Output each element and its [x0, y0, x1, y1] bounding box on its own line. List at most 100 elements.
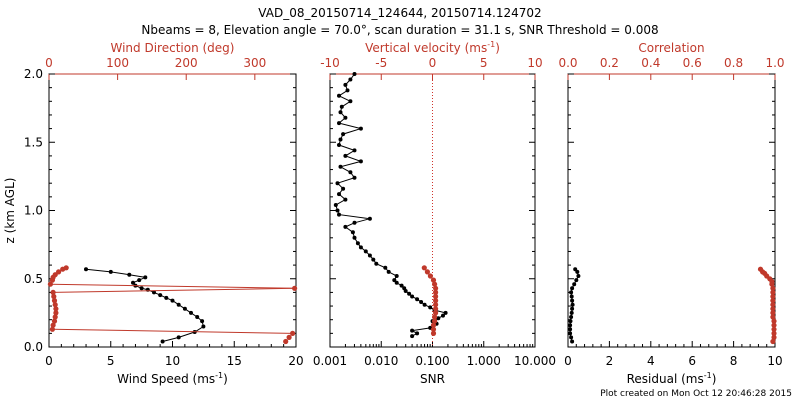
- correlation-point: [770, 310, 776, 316]
- residual-point: [573, 267, 578, 272]
- wind_speed-point: [108, 269, 113, 274]
- snr-point: [337, 93, 341, 98]
- wind_direction-point: [50, 289, 56, 295]
- wind_direction-point: [52, 314, 58, 320]
- x-axis-label-vertical: SNR: [420, 372, 445, 386]
- snr-point: [441, 313, 445, 318]
- plot-frame-residual: [567, 73, 776, 348]
- snr-point: [386, 269, 391, 274]
- top-tick-label-wind: 0: [45, 56, 53, 70]
- wind_direction-point: [52, 302, 58, 308]
- top-tick-label-residual: 0.8: [724, 56, 743, 70]
- bottom-tick-label-residual: 10: [767, 354, 782, 368]
- top-tick-label-residual: 0.0: [558, 56, 577, 70]
- figure-title-line2: Nbeams = 8, Elevation angle = 70.0°, sca…: [141, 23, 658, 37]
- vertical_velocity-point: [433, 293, 439, 300]
- snr-point: [352, 220, 357, 225]
- residual-point: [570, 306, 575, 311]
- y-tick-label: 0.0: [24, 340, 43, 354]
- residual-point: [574, 278, 579, 283]
- wind_direction-point: [63, 265, 69, 271]
- snr-point: [350, 230, 355, 235]
- bottom-tick-label-residual: 8: [730, 354, 738, 368]
- correlation-point: [770, 306, 776, 312]
- vertical_velocity-point: [432, 314, 438, 320]
- correlation-point: [771, 334, 777, 340]
- snr-point: [383, 265, 388, 270]
- wind_speed-point: [164, 295, 169, 300]
- residual-point: [568, 319, 573, 324]
- wind_speed-point: [201, 324, 206, 329]
- wind_speed-point: [182, 306, 187, 311]
- bottom-tick-label-vertical: 0.001: [313, 354, 347, 368]
- residual-point: [570, 298, 575, 303]
- wind-direction-wrap-line: [53, 287, 295, 293]
- correlation-point: [770, 289, 776, 295]
- snr-point: [352, 175, 357, 180]
- top-tick-label-vertical: -10: [320, 56, 340, 70]
- correlation-point: [770, 298, 776, 304]
- snr-point: [341, 186, 346, 191]
- wind_direction-point: [292, 285, 298, 291]
- snr-point: [358, 159, 363, 164]
- residual-point: [569, 315, 574, 319]
- snr-point: [374, 261, 379, 266]
- top-tick-label-vertical: 10: [527, 56, 542, 70]
- snr-point: [392, 278, 397, 283]
- bottom-tick-label-wind: 20: [288, 354, 303, 368]
- wind_direction-point: [53, 306, 59, 312]
- bottom-tick-label-vertical: 1.000: [467, 354, 501, 368]
- snr-point: [363, 249, 368, 254]
- vertical_velocity-point: [433, 285, 439, 291]
- vertical_velocity-point: [433, 289, 439, 295]
- wind_direction-point: [47, 281, 54, 287]
- wind_speed-point: [176, 302, 181, 307]
- wind-direction-wrap-line: [52, 328, 293, 334]
- vertical_velocity-point: [430, 326, 437, 332]
- bottom-tick-label-residual: 2: [606, 354, 614, 368]
- snr-point: [355, 241, 360, 246]
- snr-point: [399, 283, 404, 288]
- snr-point: [343, 115, 348, 120]
- bottom-tick-label-wind: 10: [165, 354, 180, 368]
- snr-point: [348, 99, 353, 104]
- snr-point: [343, 82, 348, 87]
- snr-point: [343, 153, 348, 158]
- wind_speed-point: [131, 280, 135, 285]
- snr-point: [402, 286, 407, 291]
- bottom-tick-label-vertical: 10.000: [514, 354, 556, 368]
- plot-frame-wind: [48, 73, 297, 348]
- bottom-tick-label-wind: 15: [227, 354, 242, 368]
- wind_direction-point: [50, 322, 56, 328]
- y-tick-label: 1.5: [24, 135, 43, 149]
- correlation-point: [771, 330, 777, 336]
- snr-point: [394, 274, 399, 278]
- correlation-point: [770, 293, 776, 300]
- residual-point: [569, 290, 574, 295]
- snr-point: [428, 305, 433, 310]
- wind_speed-point: [139, 286, 144, 291]
- bottom-tick-label-wind: 5: [107, 354, 115, 368]
- snr-point: [371, 257, 376, 262]
- top-tick-label-residual: 1.0: [765, 56, 784, 70]
- residual-point: [576, 274, 581, 278]
- snr-point: [343, 197, 348, 202]
- correlation-point: [757, 266, 764, 272]
- snr-point: [352, 235, 357, 240]
- residual-point: [570, 286, 575, 291]
- snr-point: [367, 216, 372, 221]
- snr-point: [333, 203, 338, 207]
- wind_speed-point: [200, 319, 205, 324]
- wind_speed-point: [84, 267, 88, 272]
- x-axis-label-wind: Wind Speed (ms-1): [117, 371, 228, 386]
- correlation-point: [771, 322, 777, 328]
- snr-point: [348, 77, 353, 82]
- residual-point: [570, 339, 575, 344]
- vertical_velocity-point: [430, 330, 437, 336]
- snr-point: [337, 143, 341, 147]
- wind_speed-point: [143, 275, 148, 280]
- vertical_velocity-point: [421, 265, 427, 271]
- wind_speed-point: [170, 298, 175, 303]
- y-tick-label: 1.0: [24, 204, 43, 218]
